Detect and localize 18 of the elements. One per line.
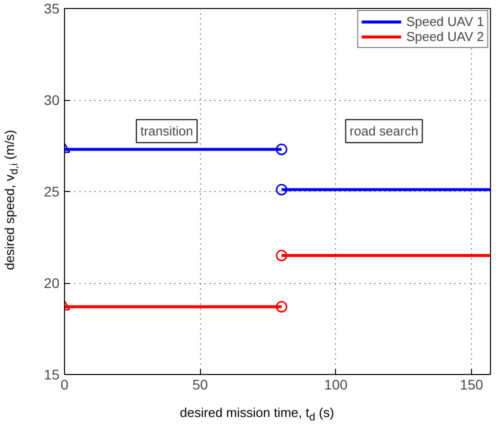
- point: [276, 144, 288, 156]
- y-tick-label: 35: [44, 0, 60, 16]
- point: [276, 250, 288, 262]
- y-tick-label: 15: [44, 366, 60, 382]
- x-tick-label: 150: [460, 376, 484, 392]
- y-tick-label: 30: [44, 92, 60, 108]
- y-tick-label: 20: [44, 275, 60, 291]
- x-tick-label: 100: [324, 376, 348, 392]
- annotation: transition: [140, 124, 194, 139]
- x-tick-label: 0: [60, 376, 69, 392]
- annotation: road search: [350, 124, 418, 139]
- legend-label: Speed UAV 1: [406, 14, 484, 29]
- x-axis-title: desired mission time, t$_{d}$ (s): [180, 404, 334, 426]
- y-tick-label: 25: [44, 184, 60, 200]
- point: [276, 184, 288, 196]
- x-tick-label: 50: [192, 376, 208, 392]
- legend-label: Speed UAV 2: [406, 29, 484, 44]
- point: [276, 301, 288, 313]
